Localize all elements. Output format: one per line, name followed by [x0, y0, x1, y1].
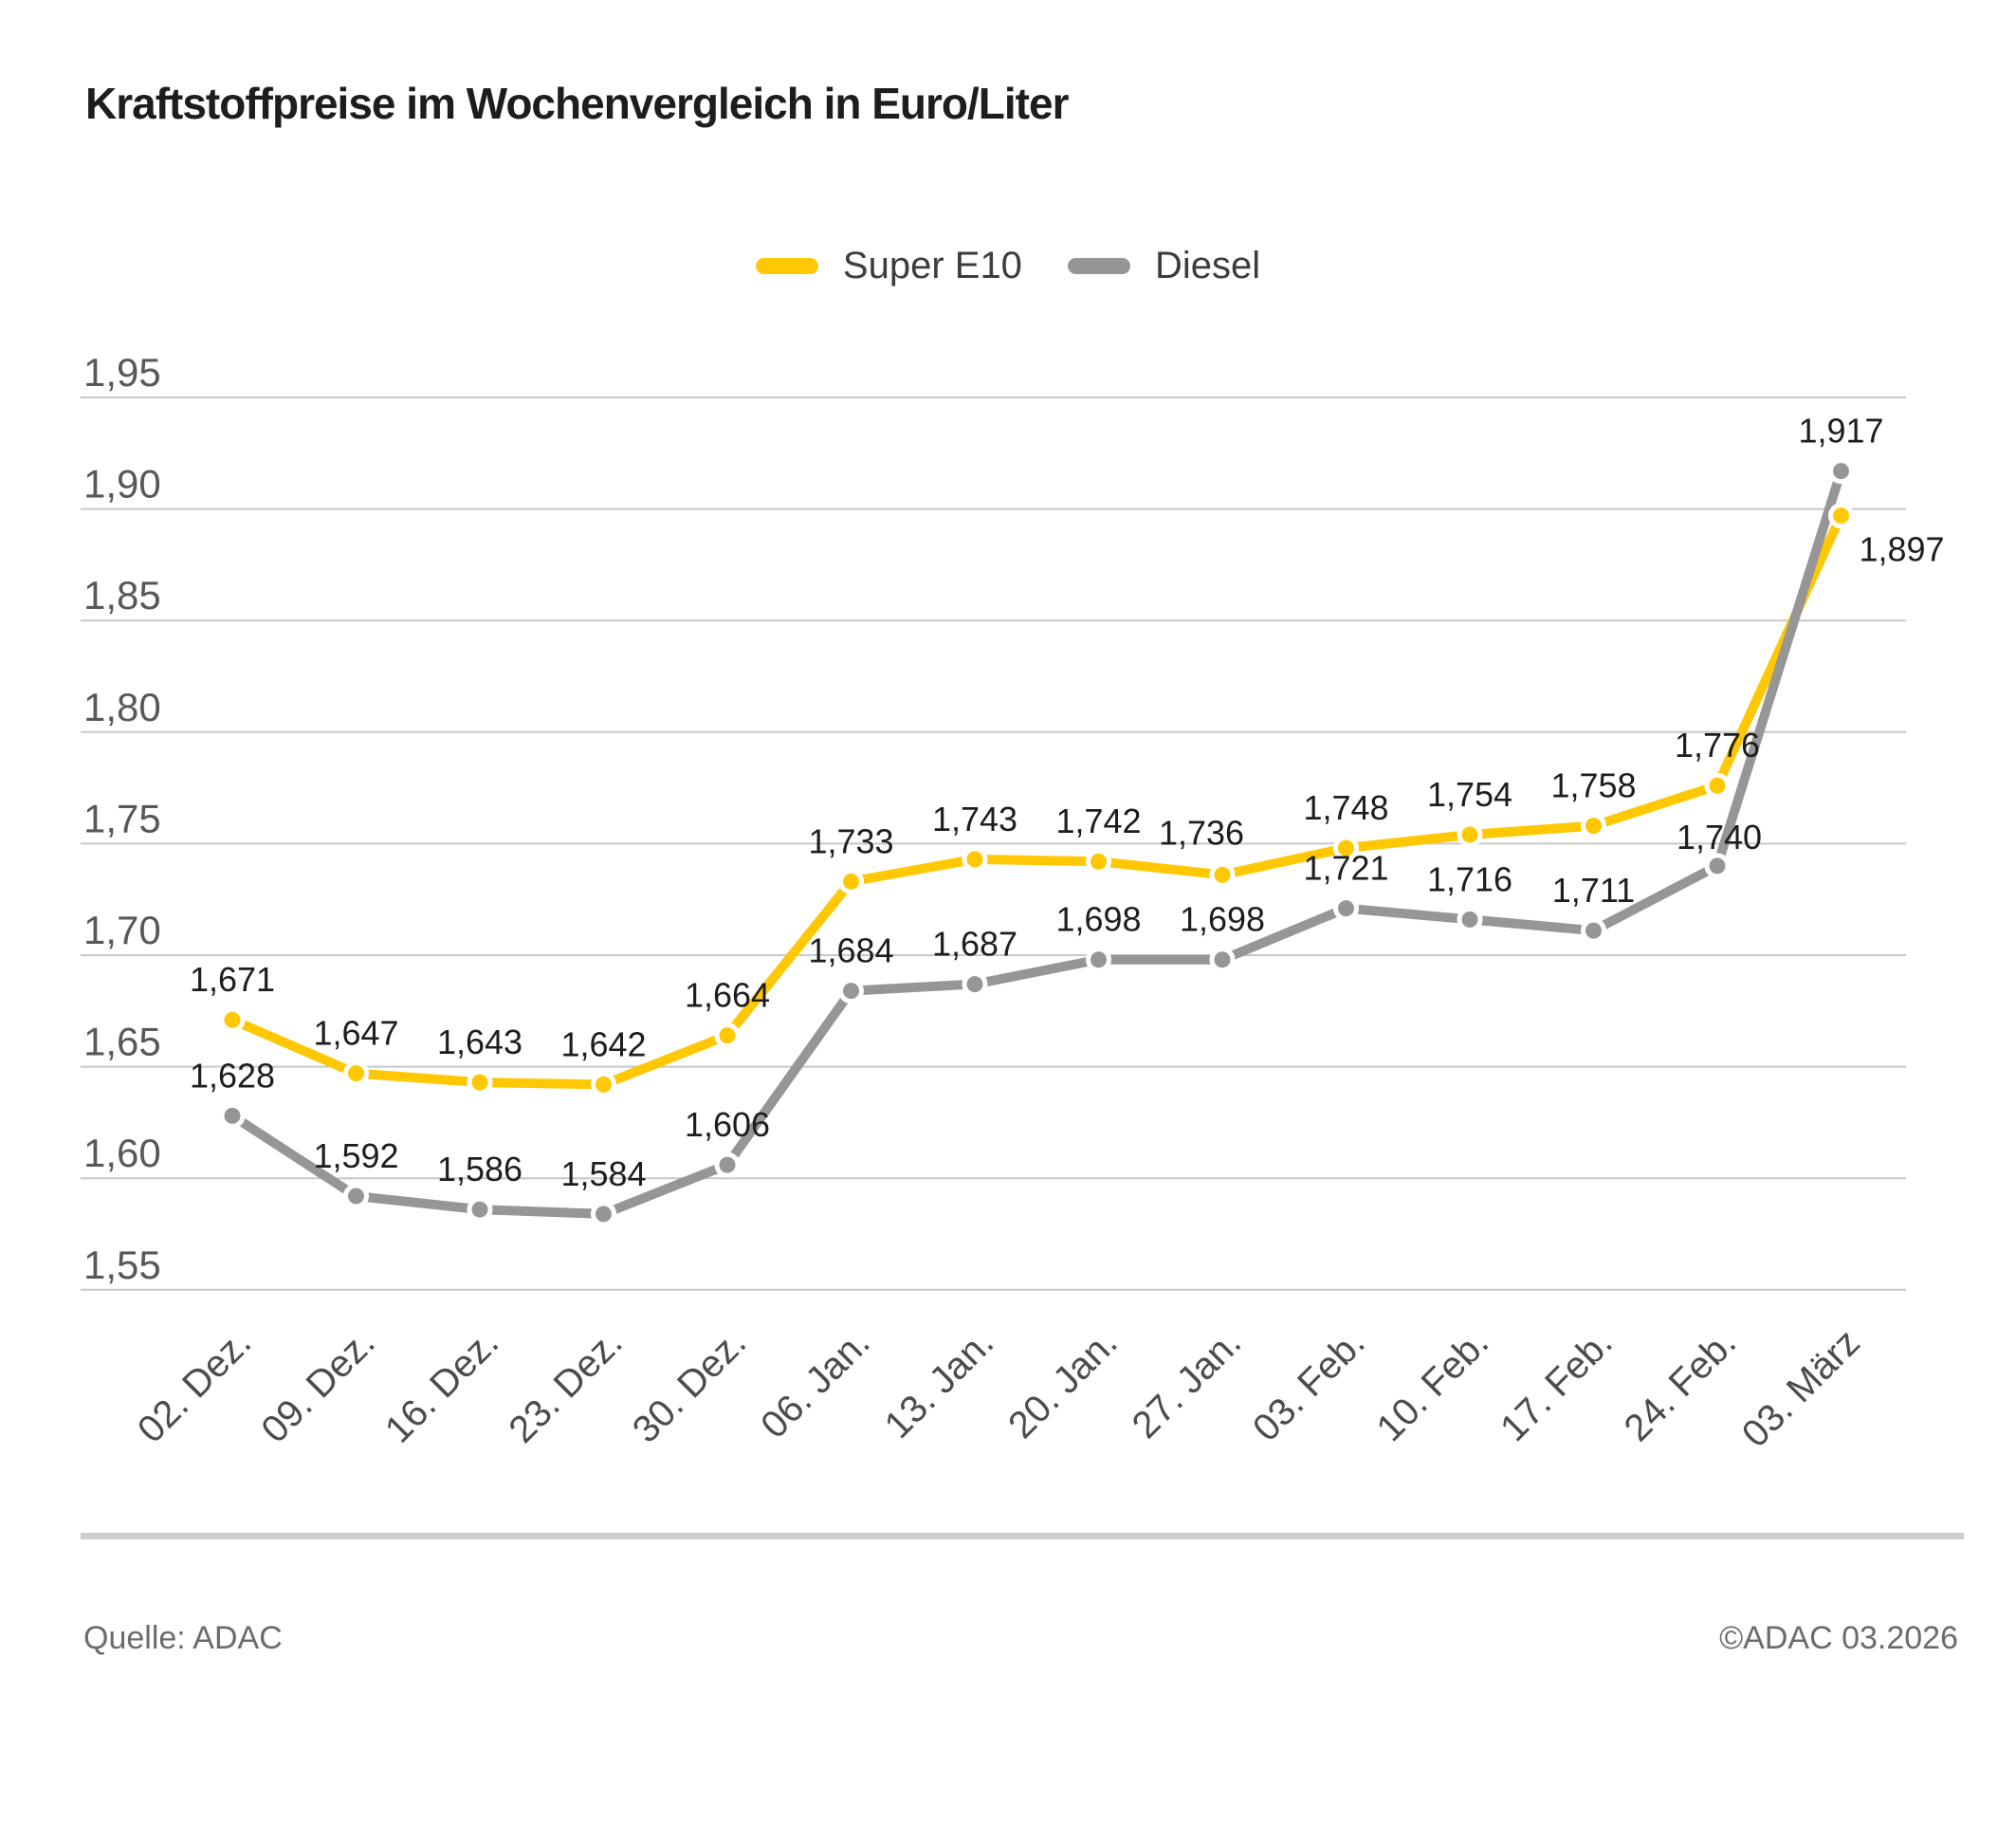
data-point-diesel	[1333, 895, 1359, 922]
data-point-super-e10	[1333, 835, 1359, 861]
data-point-label: 1,733	[808, 821, 893, 860]
data-point-diesel	[343, 1183, 369, 1209]
data-point-label: 1,647	[313, 1014, 398, 1053]
data-point-super-e10	[1828, 503, 1854, 529]
data-point-label: 1,671	[190, 960, 275, 999]
copyright-note: ©ADAC 03.2026	[1719, 1620, 1958, 1656]
y-tick-label: 1,85	[83, 573, 161, 617]
data-point-label: 1,687	[932, 925, 1017, 964]
x-tick-label: 03. März	[1734, 1321, 1868, 1455]
x-tick-label: 10. Feb.	[1368, 1321, 1496, 1449]
y-tick-label: 1,80	[83, 685, 161, 729]
data-point-label: 1,748	[1303, 788, 1388, 827]
data-point-diesel	[591, 1201, 616, 1227]
legend-swatch-diesel-icon	[1067, 258, 1130, 274]
data-point-label: 1,698	[1055, 900, 1141, 939]
data-point-diesel	[1209, 947, 1236, 973]
data-point-diesel	[1086, 947, 1111, 973]
data-point-label: 1,606	[685, 1105, 770, 1144]
data-point-label: 1,743	[932, 800, 1017, 838]
data-point-super-e10	[1457, 821, 1483, 848]
data-point-label: 1,758	[1550, 766, 1636, 805]
data-point-label: 1,754	[1427, 775, 1512, 814]
data-point-label: 1,592	[313, 1136, 398, 1175]
data-point-diesel	[714, 1152, 741, 1178]
data-point-super-e10	[838, 868, 864, 894]
chart-legend: Super E10 Diesel	[0, 245, 2016, 287]
data-point-label: 1,897	[1859, 530, 1944, 569]
data-point-super-e10	[343, 1060, 369, 1087]
x-tick-label: 02. Dez.	[130, 1321, 259, 1450]
x-tick-label: 06. Jan.	[753, 1321, 878, 1446]
x-tick-label: 20. Jan.	[1000, 1321, 1126, 1446]
data-point-label: 1,642	[560, 1024, 646, 1063]
data-point-super-e10	[219, 1006, 246, 1033]
legend-item-diesel: Diesel	[1067, 245, 1261, 287]
data-point-label: 1,716	[1427, 859, 1512, 898]
y-tick-label: 1,55	[83, 1243, 161, 1287]
data-point-diesel	[1457, 906, 1483, 932]
y-tick-label: 1,70	[83, 908, 161, 952]
data-point-label: 1,643	[437, 1023, 522, 1061]
x-tick-label: 13. Jan.	[877, 1321, 1002, 1446]
y-tick-label: 1,75	[83, 796, 161, 840]
source-note: Quelle: ADAC	[83, 1620, 283, 1656]
data-point-label: 1,664	[685, 976, 770, 1015]
y-tick-label: 1,60	[83, 1131, 161, 1175]
x-tick-label: 16. Dez.	[377, 1321, 506, 1450]
legend-item-super-e10: Super E10	[755, 245, 1022, 287]
data-point-diesel	[838, 978, 864, 1004]
data-point-label: 1,721	[1303, 849, 1388, 888]
data-point-super-e10	[1209, 861, 1236, 888]
x-tick-label: 27. Jan.	[1125, 1321, 1250, 1446]
data-point-diesel	[1581, 917, 1606, 944]
data-point-label: 1,917	[1798, 412, 1883, 451]
legend-label-diesel: Diesel	[1154, 245, 1261, 286]
data-point-super-e10	[1086, 848, 1111, 875]
y-tick-label: 1,65	[83, 1020, 161, 1064]
data-point-label: 1,684	[808, 931, 893, 970]
data-point-label: 1,776	[1675, 726, 1760, 765]
x-tick-label: 24. Feb.	[1616, 1321, 1744, 1449]
y-tick-label: 1,90	[83, 462, 161, 507]
x-tick-label: 03. Feb.	[1245, 1321, 1373, 1449]
x-tick-label: 17. Feb.	[1493, 1321, 1621, 1449]
footer-divider	[81, 1533, 1964, 1539]
data-point-diesel	[219, 1102, 246, 1129]
series-line-diesel	[229, 470, 1846, 1219]
data-point-super-e10	[714, 1023, 741, 1049]
data-point-label: 1,740	[1677, 818, 1762, 857]
data-point-label: 1,742	[1055, 801, 1141, 840]
series-line-super-e10	[230, 513, 1846, 1090]
legend-label-super-e10: Super E10	[842, 245, 1022, 286]
data-point-diesel	[467, 1196, 493, 1223]
legend-swatch-super-e10-icon	[755, 258, 818, 274]
page-title: Kraftstoffpreise im Wochenvergleich in E…	[85, 79, 1069, 128]
data-point-diesel	[962, 971, 988, 998]
x-tick-label: 30. Dez.	[625, 1321, 754, 1450]
data-point-diesel	[1704, 853, 1731, 879]
data-point-label: 1,584	[560, 1154, 646, 1193]
y-tick-label: 1,95	[83, 350, 161, 395]
data-point-label: 1,711	[1552, 871, 1635, 910]
data-point-diesel	[1828, 458, 1854, 485]
data-point-label: 1,736	[1159, 813, 1244, 852]
data-point-label: 1,586	[437, 1150, 522, 1188]
data-point-super-e10	[591, 1071, 616, 1097]
data-point-super-e10	[1704, 772, 1731, 799]
x-tick-label: 09. Dez.	[253, 1321, 382, 1450]
data-point-super-e10	[467, 1069, 493, 1096]
x-tick-label: 23. Dez.	[501, 1321, 630, 1450]
data-point-super-e10	[1581, 813, 1606, 839]
data-point-super-e10	[962, 846, 988, 873]
data-point-label: 1,698	[1180, 900, 1265, 939]
data-point-label: 1,628	[190, 1056, 275, 1095]
